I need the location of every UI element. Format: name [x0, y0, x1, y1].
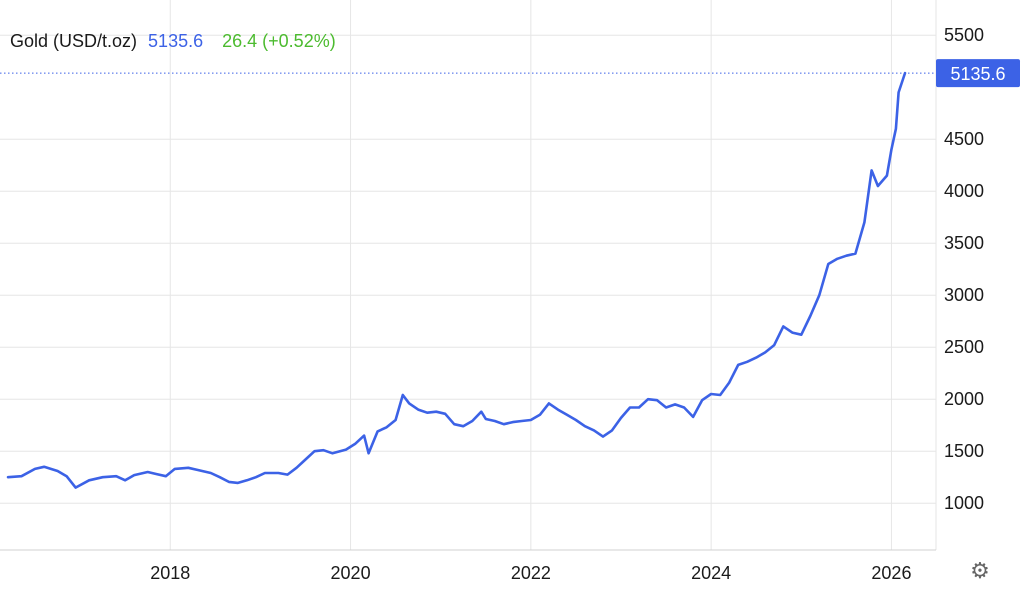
settings-button[interactable]: ⚙	[966, 557, 994, 585]
y-axis-tick-labels: 1000 1500 2000 2500 3000 3500 4000 4500 5500	[944, 25, 984, 513]
y-tick-label: 4500	[944, 129, 984, 149]
y-tick-label: 1000	[944, 493, 984, 513]
y-tick-label: 3000	[944, 285, 984, 305]
series-line	[6, 71, 907, 489]
x-tick-label: 2022	[511, 563, 551, 583]
y-tick-label: 5500	[944, 25, 984, 45]
current-price-marker-bg	[936, 59, 1020, 88]
x-tick-label: 2026	[871, 563, 911, 583]
current-price-marker: 5135.6	[936, 59, 1020, 88]
x-axis-tick-labels: 2018 2020 2022 2024 2026	[150, 563, 911, 583]
x-tick-label: 2024	[691, 563, 731, 583]
y-tick-label: 4000	[944, 181, 984, 201]
y-tick-label: 3500	[944, 233, 984, 253]
x-tick-label: 2020	[331, 563, 371, 583]
x-gridlines	[169, 0, 937, 550]
instrument-name: Gold (USD/t.oz)	[10, 31, 137, 51]
y-tick-label: 2000	[944, 389, 984, 409]
y-gridlines	[0, 34, 936, 504]
gear-icon: ⚙	[970, 558, 990, 583]
x-tick-label: 2018	[150, 563, 190, 583]
header-price: 5135.6	[148, 31, 203, 51]
y-tick-label: 1500	[944, 441, 984, 461]
chart-header: Gold (USD/t.oz) 5135.6 26.4 (+0.52%)	[10, 31, 336, 51]
current-price-marker-label: 5135.6	[950, 64, 1005, 84]
y-tick-label: 2500	[944, 337, 984, 357]
header-change: 26.4 (+0.52%)	[222, 31, 336, 51]
